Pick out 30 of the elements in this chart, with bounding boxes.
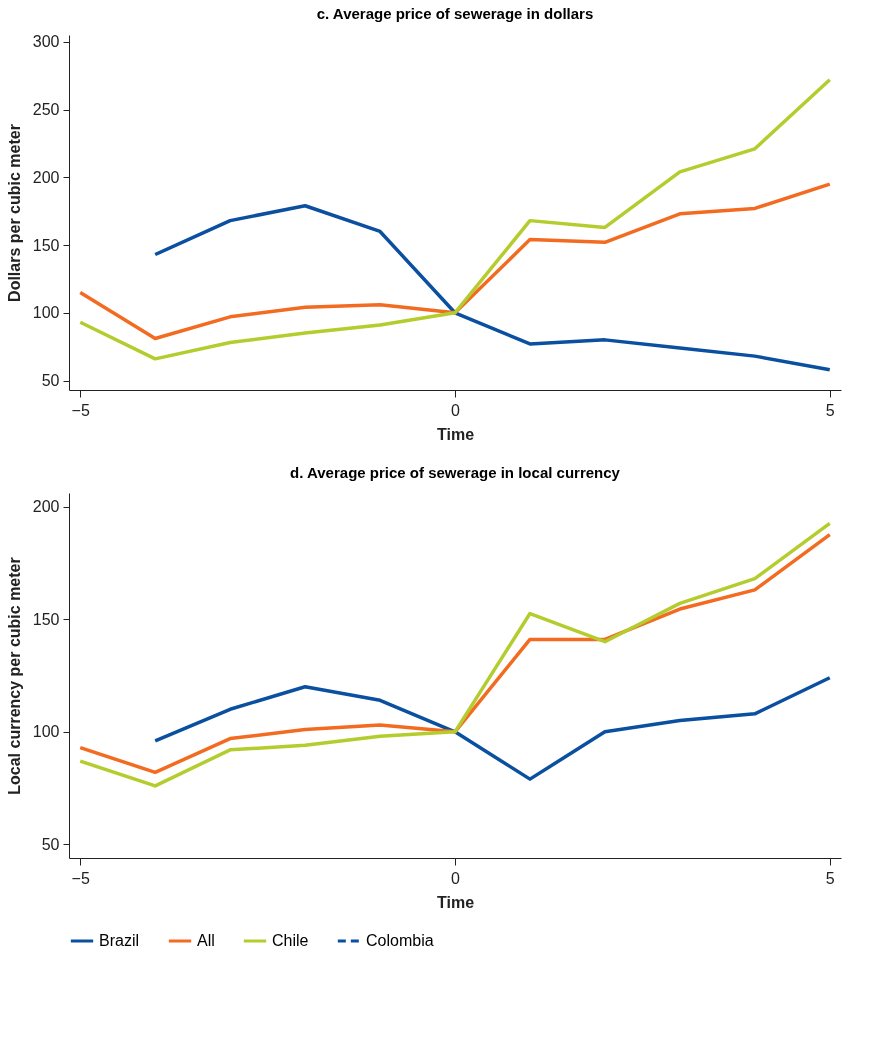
- y-tick-label: 250: [32, 101, 60, 119]
- y-tick-label: 300: [32, 33, 60, 51]
- x-axis-title: Time: [436, 425, 475, 443]
- legend-label: All: [197, 932, 215, 949]
- y-tick-label: 150: [32, 236, 60, 254]
- line-series: [153, 676, 832, 781]
- legend-label: Chile: [272, 932, 309, 949]
- y-tick-label: 50: [41, 835, 60, 853]
- legend-label: Brazil: [99, 932, 140, 949]
- legend-label: Colombia: [366, 932, 434, 949]
- line-series: [78, 77, 832, 361]
- y-tick-label: 50: [41, 372, 60, 390]
- y-tick-label: 200: [32, 168, 60, 186]
- x-tick-label: 0: [451, 401, 461, 419]
- x-tick-label: 5: [825, 401, 835, 419]
- x-tick-label: 0: [451, 869, 461, 887]
- y-tick-label: 150: [32, 610, 60, 628]
- x-axis-title: Time: [436, 893, 475, 911]
- x-tick-label: 5: [825, 869, 835, 887]
- chart-title: d. Average price of sewerage in local currency: [290, 464, 621, 481]
- y-axis-title: Dollars per cubic meter: [5, 124, 23, 302]
- x-tick-label: −5: [71, 869, 90, 887]
- chart-title: c. Average price of sewerage in dollars: [316, 4, 594, 22]
- y-tick-label: 200: [32, 498, 60, 516]
- y-tick-label: 100: [32, 723, 60, 741]
- line-series: [78, 182, 832, 341]
- y-tick-label: 100: [32, 304, 60, 322]
- line-series: [153, 203, 832, 372]
- x-tick-label: −5: [71, 401, 90, 419]
- y-axis-title: Local currency per cubic meter: [5, 557, 23, 795]
